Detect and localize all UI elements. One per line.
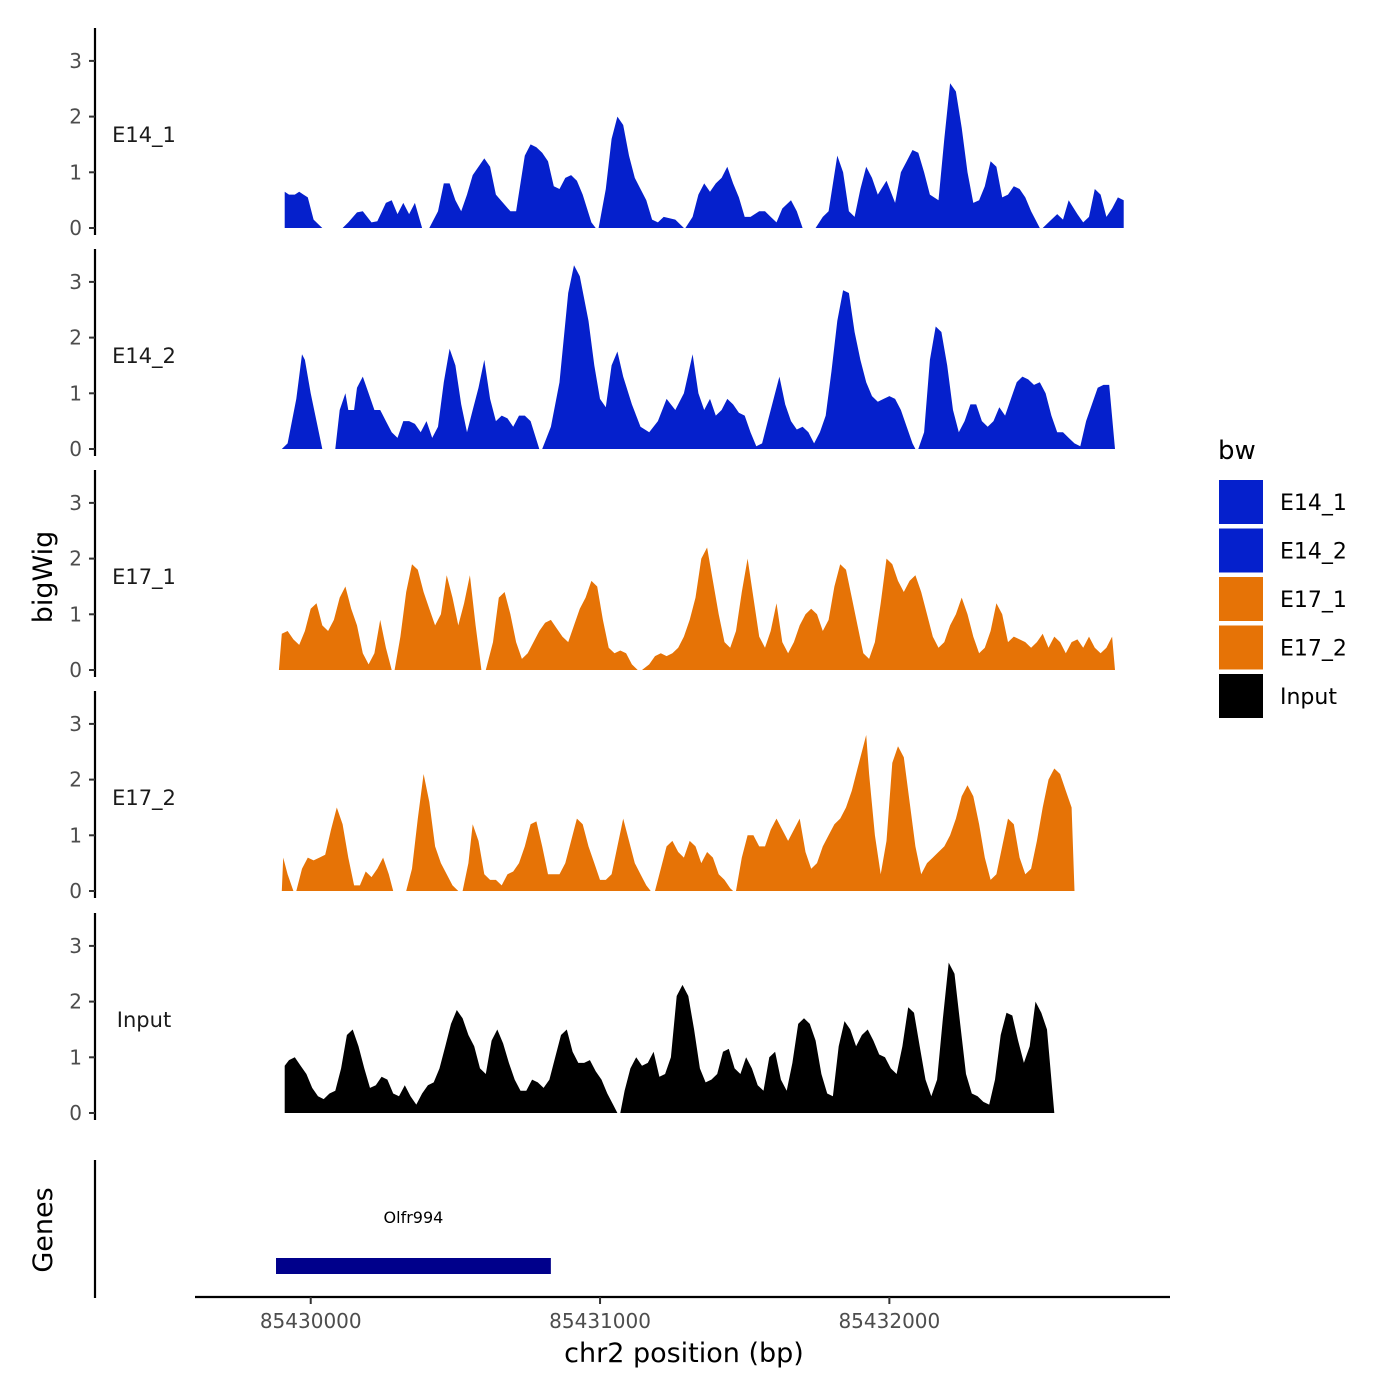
y-tick-label: 0 [69,216,82,240]
track-E17_2: 0 1 2 3 E17_2 [69,691,1075,903]
legend-label-Input: Input [1280,685,1337,710]
legend-swatch-E14_2 [1219,528,1263,573]
signal-area-E17_1 [394,564,482,670]
y-tick-label: 2 [69,105,82,129]
legend-label-E14_2: E14_2 [1280,540,1347,565]
y-tick-label: 2 [69,547,82,571]
legend-swatch-E14_1 [1219,480,1263,524]
legend: bw E14_1 E14_2 E17_1 E17_2 Input [1218,436,1347,718]
track-label: E14_1 [112,123,176,148]
y-tick-label: 1 [69,160,82,184]
gene-body [276,1258,551,1274]
signal-area-E14_2 [281,354,323,449]
signal-area-E14_1 [1042,189,1124,228]
signal-area-E17_2 [281,857,294,891]
legend-swatch-Input [1219,674,1263,718]
signal-area-E14_2 [542,265,916,449]
signal-area-E17_2 [296,807,394,891]
legend-swatch-E17_1 [1219,577,1263,621]
y-tick-label: 3 [69,491,82,515]
panels-layer: 0 1 2 3 E14_1 0 1 2 3 E14_2 0 1 2 3 E17_1 0 1 2 3 E17_2 0 1 2 3… [69,28,1124,1125]
track-Input: 0 1 2 3 Input [69,913,1055,1125]
y-tick-label: 1 [69,602,82,626]
signal-area-E17_1 [642,547,1115,670]
legend-title: bw [1218,436,1256,466]
y-tick-label: 3 [69,49,82,73]
gene-track: Olfr994 [93,1160,551,1298]
gene-name-label: Olfr994 [384,1208,444,1227]
y-tick-label: 3 [69,712,82,736]
track-E14_2: 0 1 2 3 E14_2 [69,249,1115,461]
track-label: E17_1 [112,565,176,590]
track-label: E14_2 [112,344,176,369]
y-tick-label: 2 [69,768,82,792]
legend-label-E17_1: E17_1 [1280,588,1347,613]
x-tick-label: 85432000 [838,1309,940,1333]
x-tick-label: 85430000 [260,1309,362,1333]
legend-label-E17_2: E17_2 [1280,637,1347,662]
y-tick-label: 0 [69,1101,82,1125]
y-tick-label: 1 [69,823,82,847]
signal-area-E17_1 [485,580,638,670]
signal-area-E14_2 [335,348,540,449]
y-tick-label: 1 [69,1045,82,1069]
x-tick-label: 85431000 [549,1309,651,1333]
signal-area-E17_1 [278,586,392,670]
track-label: Input [117,1008,171,1032]
signal-area-E17_2 [406,774,459,891]
gene-axis-title: Genes [28,1187,59,1272]
track-E17_1: 0 1 2 3 E17_1 [69,470,1115,682]
y-tick-label: 1 [69,381,82,405]
signal-area-E14_1 [815,83,1040,228]
track-label: E17_2 [112,786,176,811]
y-axis-title: bigWig [28,531,59,624]
signal-area-Input [620,962,1055,1113]
y-tick-label: 2 [69,326,82,350]
signal-area-E17_2 [462,818,651,891]
y-tick-label: 3 [69,270,82,294]
signal-area-E17_2 [655,840,734,891]
legend-swatch-E17_2 [1219,625,1263,670]
signal-area-Input [284,1010,618,1113]
track-E14_1: 0 1 2 3 E14_1 [69,28,1124,240]
y-tick-label: 0 [69,437,82,461]
y-tick-label: 0 [69,879,82,903]
legend-label-E14_1: E14_1 [1280,491,1347,516]
signal-area-E14_1 [284,191,323,228]
signal-area-E14_1 [342,200,423,228]
signal-area-E14_2 [918,326,1115,449]
signal-area-E14_1 [685,166,803,228]
signal-area-E17_2 [736,735,1075,891]
x-axis-title: chr2 position (bp) [564,1338,804,1369]
x-axis: 85430000 85431000 85432000 [195,1295,1170,1333]
y-tick-label: 3 [69,934,82,958]
signal-area-E14_1 [429,144,596,228]
y-tick-label: 0 [69,658,82,682]
signal-area-E14_1 [598,116,684,228]
y-tick-label: 2 [69,990,82,1014]
